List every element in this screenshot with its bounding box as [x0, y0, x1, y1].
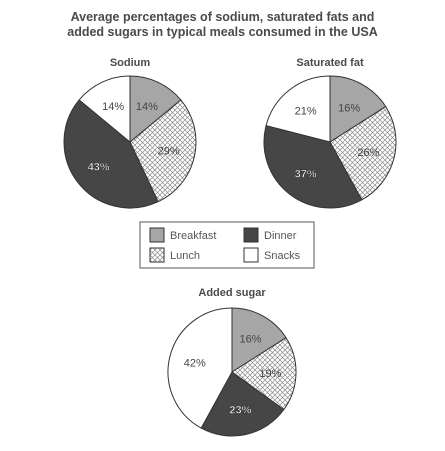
slice-added-sugar-lunch — [231, 337, 297, 411]
slice-saturated-fat-dinner — [263, 124, 363, 209]
label-added-sugar-dinner: 23% — [229, 405, 251, 417]
label-saturated-fat-snacks: 21% — [295, 106, 317, 118]
label-saturated-fat-lunch: 26% — [357, 147, 379, 159]
chart-title-line-1: Average percentages of sodium, saturated… — [70, 10, 375, 24]
label-sodium-breakfast: 14% — [136, 101, 158, 113]
chart-title: Average percentages of sodium, saturated… — [0, 10, 445, 40]
pies-group: Sodium 14% 29% 43% 14% Saturated fat 16% 26% 37%… — [63, 57, 397, 437]
chart-title-line-2: added sugars in typical meals consumed i… — [67, 25, 378, 39]
pie-title-saturated-fat: Saturated fat — [296, 57, 364, 69]
label-added-sugar-lunch: 19% — [259, 368, 281, 380]
legend-swatch-lunch — [149, 247, 165, 263]
legend-label-snacks: Snacks — [264, 250, 301, 262]
pie-added-sugar: Added sugar 16% 19% 23% 42% — [167, 287, 297, 437]
pie-title-sodium: Sodium — [110, 57, 151, 69]
label-added-sugar-breakfast: 16% — [239, 333, 261, 345]
slice-sodium-breakfast — [129, 75, 182, 144]
slice-sodium-snacks — [78, 75, 131, 144]
legend-swatch-snacks — [243, 247, 259, 263]
slice-added-sugar-dinner — [200, 371, 285, 437]
slice-saturated-fat-lunch — [329, 105, 397, 201]
pie-sodium: Sodium 14% 29% 43% 14% — [63, 57, 197, 209]
label-sodium-dinner: 43% — [88, 161, 110, 173]
slice-saturated-fat-snacks — [265, 75, 331, 143]
label-added-sugar-snacks: 42% — [184, 358, 206, 370]
label-sodium-lunch: 29% — [158, 146, 180, 158]
slice-saturated-fat-breakfast — [329, 75, 387, 143]
label-sodium-snacks: 14% — [102, 101, 124, 113]
legend: Breakfast Dinner Lunch Snacks — [139, 221, 315, 269]
label-saturated-fat-dinner: 37% — [295, 168, 317, 180]
legend-swatch-dinner — [243, 227, 259, 243]
legend-box — [139, 221, 315, 269]
legend-label-lunch: Lunch — [170, 250, 200, 262]
pie-saturated-fat: Saturated fat 16% 26% 37% 21% — [263, 57, 397, 209]
slice-added-sugar-breakfast — [231, 307, 287, 373]
legend-label-dinner: Dinner — [264, 230, 297, 242]
legend-swatch-breakfast — [149, 227, 165, 243]
pie-title-added-sugar: Added sugar — [198, 287, 266, 299]
slice-added-sugar-snacks — [167, 307, 233, 429]
slice-sodium-dinner — [63, 99, 159, 209]
label-saturated-fat-breakfast: 16% — [338, 102, 360, 114]
legend-label-breakfast: Breakfast — [170, 230, 216, 242]
